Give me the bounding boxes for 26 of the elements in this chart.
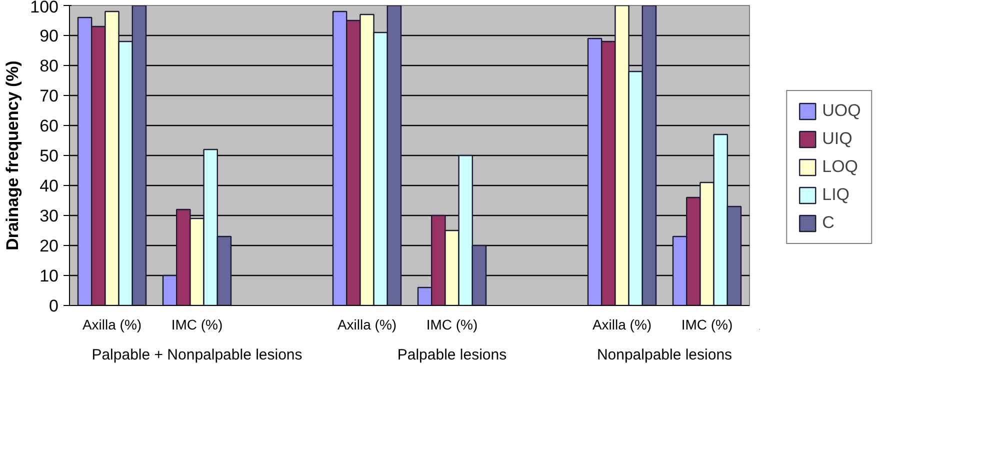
y-tick-label: 0 <box>49 296 59 316</box>
legend-label: UIQ <box>822 129 852 149</box>
legend-label: UOQ <box>822 101 861 121</box>
x-tick-label: IMC (%) <box>171 316 223 332</box>
y-tick-label: 10 <box>40 266 59 286</box>
text: Palpable lesions <box>397 346 507 364</box>
x-tick-label: Axilla (%) <box>82 316 142 332</box>
text: Nonpalpable lesions <box>596 346 732 364</box>
y-axis-title: Drainage frequency (%) <box>3 60 22 250</box>
x-tick-label: Axilla (%) <box>337 316 397 332</box>
legend-label: LIQ <box>822 185 850 205</box>
legend-label: C <box>822 213 836 233</box>
x-tick-label: IMC (%) <box>681 316 733 332</box>
y-tick-label: 90 <box>40 26 59 46</box>
y-tick-label: 60 <box>40 116 59 136</box>
text: Palpable + Nonpalpable lesions <box>92 346 302 364</box>
x-tick-label: IMC (%) <box>426 316 478 332</box>
y-tick-label: 70 <box>40 86 59 106</box>
y-tick-label: 20 <box>40 236 59 256</box>
y-tick-label: 50 <box>40 146 59 166</box>
legend-label: LOQ <box>822 157 858 177</box>
y-tick-label: 40 <box>40 176 59 196</box>
y-tick-label: 30 <box>40 206 59 226</box>
y-tick-label: 100 <box>30 0 59 16</box>
y-tick-label: 80 <box>40 56 59 76</box>
x-tick-label: Axilla (%) <box>592 316 652 332</box>
